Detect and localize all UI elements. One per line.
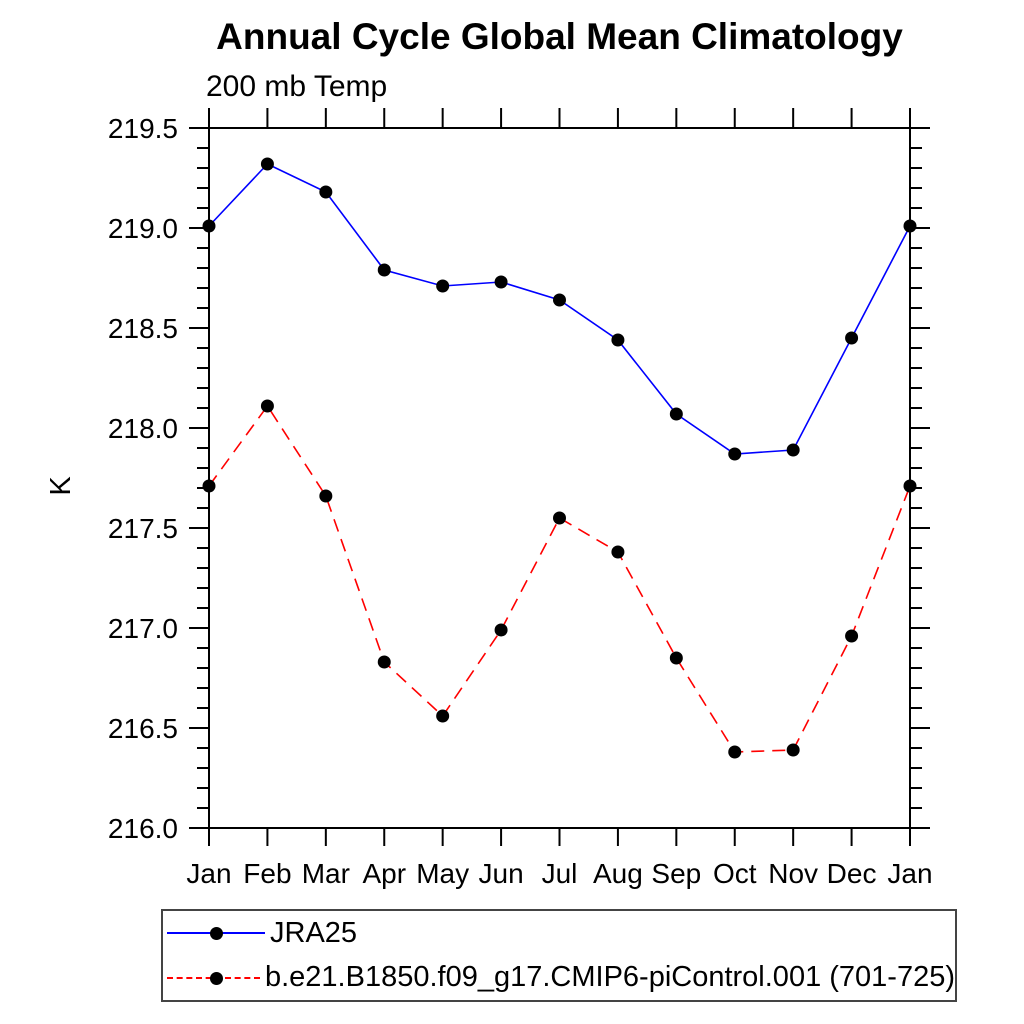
legend-sample-line-dashed: [167, 971, 260, 985]
x-axis-tick-label: Oct: [713, 858, 757, 889]
y-axis-tick-label: 216.5: [108, 713, 178, 744]
legend-box: JRA25 b.e21.B1850.f09_g17.CMIP6-piContro…: [161, 909, 957, 1002]
series-point-picontrol: [669, 651, 683, 665]
series-line-picontrol: [208, 404, 911, 753]
series-point-jra25: [845, 331, 859, 345]
x-axis-tick-label: Sep: [651, 858, 701, 889]
series-point-picontrol: [436, 709, 450, 723]
series-point-jra25: [786, 443, 800, 457]
plot-frame: [208, 127, 911, 829]
series-point-picontrol: [611, 545, 625, 559]
x-axis-tick-label: Feb: [243, 858, 291, 889]
line-chart: 216.0 216.5 217.0 217.5 218.0 218.5 219.0 219.5…: [45, 108, 933, 889]
series-point-jra25: [436, 279, 450, 293]
legend-sample-line-solid: [167, 927, 265, 941]
series-point-picontrol: [319, 489, 333, 503]
y-axis-tick-label: 216.0: [108, 813, 178, 844]
series-point-picontrol: [494, 623, 508, 637]
y-axis-tick-label: 217.5: [108, 513, 178, 544]
x-axis-tick-label: Jul: [542, 858, 578, 889]
chart-title: Annual Cycle Global Mean Climatology: [216, 16, 903, 57]
series-point-jra25: [611, 333, 625, 347]
series-point-jra25: [494, 275, 508, 289]
series-point-jra25: [903, 219, 917, 233]
y-axis-tick-label: 219.0: [108, 213, 178, 244]
y-axis-tick-label: 219.5: [108, 113, 178, 144]
x-axis-tick-label: Jun: [479, 858, 524, 889]
x-axis-tick-label: Apr: [362, 858, 406, 889]
legend-marker-dot: [210, 971, 223, 985]
series-line-jra25: [208, 163, 911, 455]
x-axis-tick-label: Aug: [593, 858, 643, 889]
series-point-picontrol: [903, 479, 917, 493]
series-point-picontrol: [260, 399, 274, 413]
series-point-picontrol: [202, 479, 216, 493]
series-point-jra25: [319, 185, 333, 199]
series-point-picontrol: [553, 511, 566, 525]
y-axis-title: K: [45, 476, 77, 496]
x-axis-tick-label: Mar: [302, 858, 350, 889]
series-point-picontrol: [377, 655, 391, 669]
x-axis-tick-label: Jan: [887, 858, 932, 889]
y-axis-tick-label: 217.0: [108, 613, 178, 644]
x-axis-tick-label: May: [416, 858, 469, 889]
x-axis-tick-label: Dec: [827, 858, 877, 889]
legend-marker-dot: [210, 927, 223, 941]
x-axis-tick-label: Jan: [186, 858, 231, 889]
chart-subtitle: 200 mb Temp: [206, 70, 388, 103]
y-axis-tick-label: 218.5: [108, 313, 178, 344]
series-point-picontrol: [786, 743, 800, 757]
legend-row-picontrol: b.e21.B1850.f09_g17.CMIP6-piControl.001 …: [163, 956, 955, 1000]
series-point-jra25: [377, 263, 391, 277]
y-axis-tick-label: 218.0: [108, 413, 178, 444]
series-point-jra25: [728, 447, 742, 461]
series-point-picontrol: [728, 745, 742, 759]
series-point-jra25: [260, 157, 274, 171]
legend-label: b.e21.B1850.f09_g17.CMIP6-piControl.001 …: [264, 961, 955, 994]
series-point-jra25: [669, 407, 683, 421]
legend-row-jra25: JRA25: [163, 911, 955, 955]
series-point-jra25: [553, 293, 566, 307]
x-axis-tick-label: Nov: [768, 858, 818, 889]
series-point-picontrol: [845, 629, 859, 643]
legend-label: JRA25: [270, 916, 358, 949]
series-point-jra25: [202, 219, 216, 233]
